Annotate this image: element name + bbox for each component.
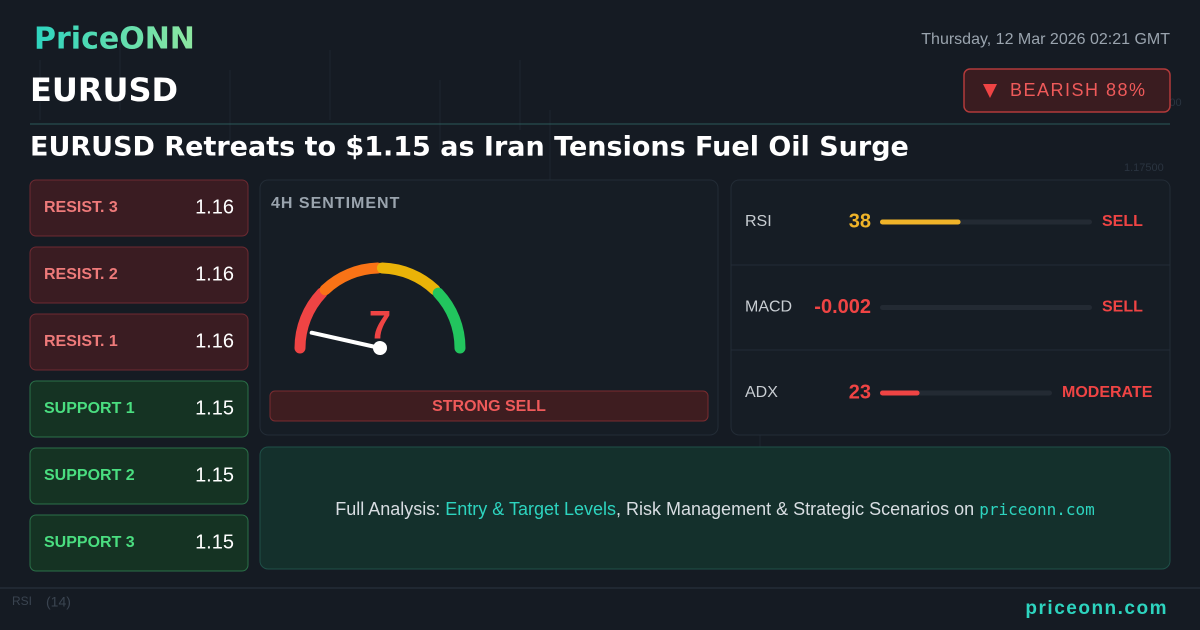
level-box bbox=[29, 447, 249, 505]
bias-icon bbox=[983, 84, 997, 98]
cta-part: Entry & Target Levels bbox=[445, 499, 616, 519]
indicator-value: -0.002 bbox=[814, 296, 871, 318]
gauge-hub bbox=[373, 341, 387, 355]
gauge-arc bbox=[376, 262, 441, 296]
level-label: SUPPORT 1 bbox=[44, 400, 135, 417]
bg-label: 1.17500 bbox=[1124, 162, 1164, 174]
indicator-signal: MODERATE bbox=[1062, 384, 1153, 401]
gauge-arc bbox=[294, 287, 328, 354]
bias: BEARISH 88% bbox=[1010, 80, 1147, 100]
level-value: 1.16 bbox=[195, 196, 234, 218]
cta-part: Full Analysis: bbox=[335, 499, 445, 519]
indicator-value: 23 bbox=[849, 381, 871, 403]
indicator-bar bbox=[880, 390, 920, 396]
signal-box bbox=[269, 390, 709, 422]
level-box bbox=[29, 313, 249, 371]
level-box bbox=[29, 380, 249, 438]
headline: EURUSD Retreats to $1.15 as Iran Tension… bbox=[30, 132, 909, 163]
gauge-value: 7 bbox=[369, 304, 391, 348]
level-value: 1.16 bbox=[195, 330, 234, 352]
indicator-track bbox=[880, 390, 1052, 396]
level-value: 1.15 bbox=[195, 531, 234, 553]
gauge-arc bbox=[319, 262, 384, 296]
cta-panel bbox=[259, 446, 1171, 570]
indicator-value: 38 bbox=[849, 210, 871, 232]
gauge-arc bbox=[432, 287, 466, 354]
level-label: RESIST. 2 bbox=[44, 266, 118, 283]
logo: PriceONN bbox=[34, 22, 195, 57]
timestamp: Thursday, 12 Mar 2026 02:21 GMT bbox=[921, 31, 1170, 48]
indicator-signal: SELL bbox=[1102, 299, 1143, 316]
level-label: RESIST. 1 bbox=[44, 333, 118, 350]
level-value: 1.15 bbox=[195, 397, 234, 419]
footer-site: priceonn.com bbox=[1025, 598, 1168, 619]
indicator-name: MACD bbox=[745, 299, 792, 316]
level-label: SUPPORT 3 bbox=[44, 534, 135, 551]
indicator-bar bbox=[880, 219, 961, 225]
sentiment-title: 4H SENTIMENT bbox=[271, 195, 400, 212]
indicator-name: ADX bbox=[745, 384, 778, 401]
level-label: SUPPORT 2 bbox=[44, 467, 135, 484]
level-box bbox=[29, 246, 249, 304]
bg-label: RSI bbox=[12, 594, 32, 608]
level-value: 1.15 bbox=[195, 464, 234, 486]
cta-text: Full Analysis: Entry & Target Levels, Ri… bbox=[335, 499, 1095, 519]
cta-part: , Risk Management & Strategic Scenarios … bbox=[616, 499, 979, 519]
indicator-name: RSI bbox=[745, 213, 772, 230]
bias-badge bbox=[963, 68, 1171, 113]
sentiment-panel bbox=[259, 179, 719, 436]
level-box bbox=[29, 514, 249, 572]
sentiment-signal: STRONG SELL bbox=[432, 398, 546, 415]
gauge-needle bbox=[309, 330, 382, 350]
cta-part: priceonn.com bbox=[979, 500, 1095, 519]
symbol: EURUSD bbox=[30, 71, 178, 109]
level-box bbox=[29, 179, 249, 237]
indicator-track bbox=[880, 305, 1092, 310]
indicator-signal: SELL bbox=[1102, 213, 1143, 230]
level-value: 1.16 bbox=[195, 263, 234, 285]
level-label: RESIST. 3 bbox=[44, 199, 118, 216]
bg-label: (14) bbox=[46, 594, 71, 610]
